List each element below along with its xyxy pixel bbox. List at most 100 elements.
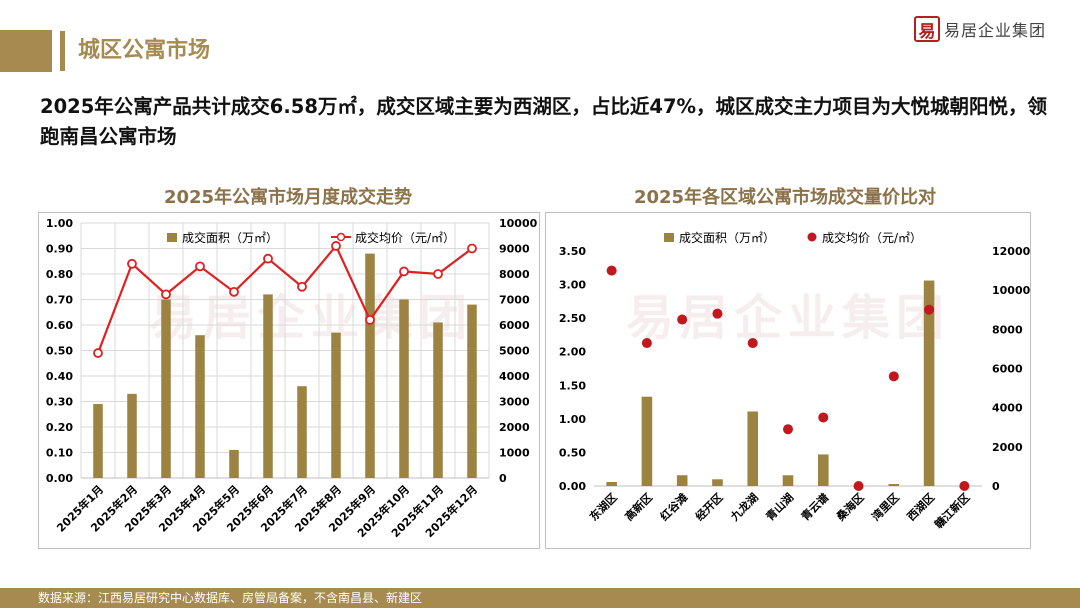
y-tick-left: 1.00: [46, 217, 73, 230]
scatter-point: [712, 308, 723, 319]
bar-mark: [365, 253, 375, 478]
line-point: [331, 241, 341, 251]
scatter-point: [959, 481, 970, 491]
y-tick-right: 6000: [499, 319, 530, 332]
chart-title-monthly: 2025年公寓市场月度成交走势: [163, 187, 413, 208]
chart-title-district: 2025年各区域公寓市场成交量价比对: [633, 187, 937, 208]
title-separator: [60, 31, 65, 71]
line-point: [93, 348, 103, 358]
scatter-point: [606, 265, 617, 276]
legend-label: 成交均价（元/㎡）: [355, 230, 455, 245]
y-tick-left: 0.80: [46, 268, 73, 281]
y-tick-left: 0.50: [559, 446, 586, 459]
bar-mark: [399, 299, 409, 478]
scatter-point: [853, 481, 864, 491]
bar-mark: [888, 483, 900, 486]
legend-bar-swatch: [664, 233, 674, 242]
bar-mark: [433, 322, 443, 478]
x-tick-label: 湾里区: [869, 490, 902, 523]
scatter-point: [783, 424, 793, 435]
monthly-trend-chart: 易居企业集团 0.00 0.10 0.20 0.30 0.40 0.50 0.60 0.70 0…: [38, 212, 540, 549]
legend-line-marker: [336, 232, 346, 242]
y-tick-right: 10000: [992, 284, 1030, 297]
chart-svg: 0.00 0.10 0.20 0.30 0.40 0.50 0.60 0.70 0.80 0.90…: [46, 217, 538, 540]
bar-mark: [161, 299, 171, 478]
y-tick-right: 9000: [499, 243, 530, 256]
x-tick-label: 西湖区: [904, 490, 937, 523]
bar-mark: [297, 386, 307, 478]
x-tick-label: 经开区: [692, 490, 725, 523]
y-tick-left: 2.00: [559, 346, 586, 359]
bar-mark: [263, 294, 273, 478]
y-tick-right: 10000: [499, 217, 538, 230]
scatter-point: [641, 338, 652, 349]
bar-mark: [817, 454, 829, 486]
y-tick-right: 5000: [499, 345, 530, 358]
x-tick-label: 九龙湖: [727, 490, 761, 524]
y-tick-right: 4000: [992, 402, 1023, 415]
bar-mark: [641, 396, 653, 486]
legend-bar-swatch: [167, 233, 177, 242]
y-tick-right: 0: [992, 480, 1000, 493]
x-tick-label: 桑海区: [833, 490, 867, 524]
x-tick-label: 高新区: [622, 490, 655, 523]
data-source-note: 数据来源：江西易居研究中心数据库、房管局备案，不含南昌县、新建区: [38, 591, 423, 605]
y-tick-left: 3.50: [559, 245, 586, 258]
legend-label: 成交面积（万㎡）: [679, 230, 775, 245]
y-tick-right: 0: [499, 472, 507, 485]
x-tick-label: 红谷滩: [657, 490, 690, 523]
y-tick-right: 2000: [499, 421, 530, 434]
y-tick-left: 0.60: [46, 319, 73, 332]
line-point: [399, 266, 409, 277]
x-tick-label: 青云谱: [798, 490, 831, 523]
scatter-point: [924, 304, 935, 315]
y-tick-left: 3.00: [559, 279, 586, 292]
bar-mark: [606, 481, 617, 486]
y-tick-right: 2000: [992, 441, 1023, 454]
x-tick-label: 东湖区: [587, 490, 620, 523]
y-tick-right: 6000: [992, 363, 1023, 376]
scatter-point: [888, 371, 899, 382]
y-tick-left: 0.30: [46, 396, 73, 409]
y-tick-left: 1.50: [559, 379, 586, 392]
bar-mark: [923, 280, 935, 486]
line-point: [127, 258, 137, 269]
bar-mark: [712, 479, 723, 486]
header-accent-bar: [0, 30, 52, 72]
bar-mark: [676, 475, 688, 486]
x-tick-label: 赣江新区: [931, 490, 972, 531]
footer-bar: [0, 588, 1080, 608]
y-tick-left: 0.00: [46, 472, 73, 485]
y-tick-right: 7000: [499, 294, 530, 307]
bar-mark: [195, 335, 205, 478]
legend-label: 成交面积（万㎡）: [182, 230, 278, 245]
bar-mark: [93, 404, 103, 478]
y-tick-left: 1.00: [559, 413, 586, 426]
y-tick-left: 0.70: [46, 294, 73, 307]
chart-svg: 0.00 0.50 1.00 1.50 2.00 2.50 3.00 3.50 0 2000 400…: [559, 230, 1030, 531]
scatter-point: [677, 314, 688, 325]
y-tick-right: 1000: [499, 447, 530, 460]
headline-summary: 2025年公寓产品共计成交6.58万㎡，成交区域主要为西湖区，占比近47%，城区…: [40, 95, 1048, 148]
line-point: [365, 315, 375, 325]
bar-mark: [467, 304, 477, 478]
y-tick-left: 0.10: [46, 447, 73, 460]
x-tick-label: 青山湖: [763, 490, 796, 523]
line-point: [297, 281, 307, 292]
district-compare-chart: 易居企业集团 0.00 0.50 1.00 1.50 2.00 2.50 3.00 3.50 0…: [545, 212, 1031, 549]
bar-mark: [782, 475, 794, 486]
line-point: [229, 286, 239, 297]
legend-dot-swatch: [807, 232, 817, 242]
brand-logo: 易 易居企业集团: [913, 16, 1046, 42]
brand-seal-icon: 易: [913, 16, 940, 42]
y-tick-left: 0.20: [46, 421, 73, 434]
scatter-point: [747, 338, 758, 349]
page-title: 城区公寓市场: [78, 38, 211, 63]
bar-mark: [229, 449, 239, 478]
y-tick-left: 2.50: [559, 312, 586, 325]
line-point: [433, 269, 443, 279]
y-tick-left: 0.40: [46, 370, 73, 383]
y-tick-left: 0.00: [559, 480, 586, 493]
y-tick-right: 4000: [499, 370, 530, 383]
line-point: [161, 289, 171, 300]
